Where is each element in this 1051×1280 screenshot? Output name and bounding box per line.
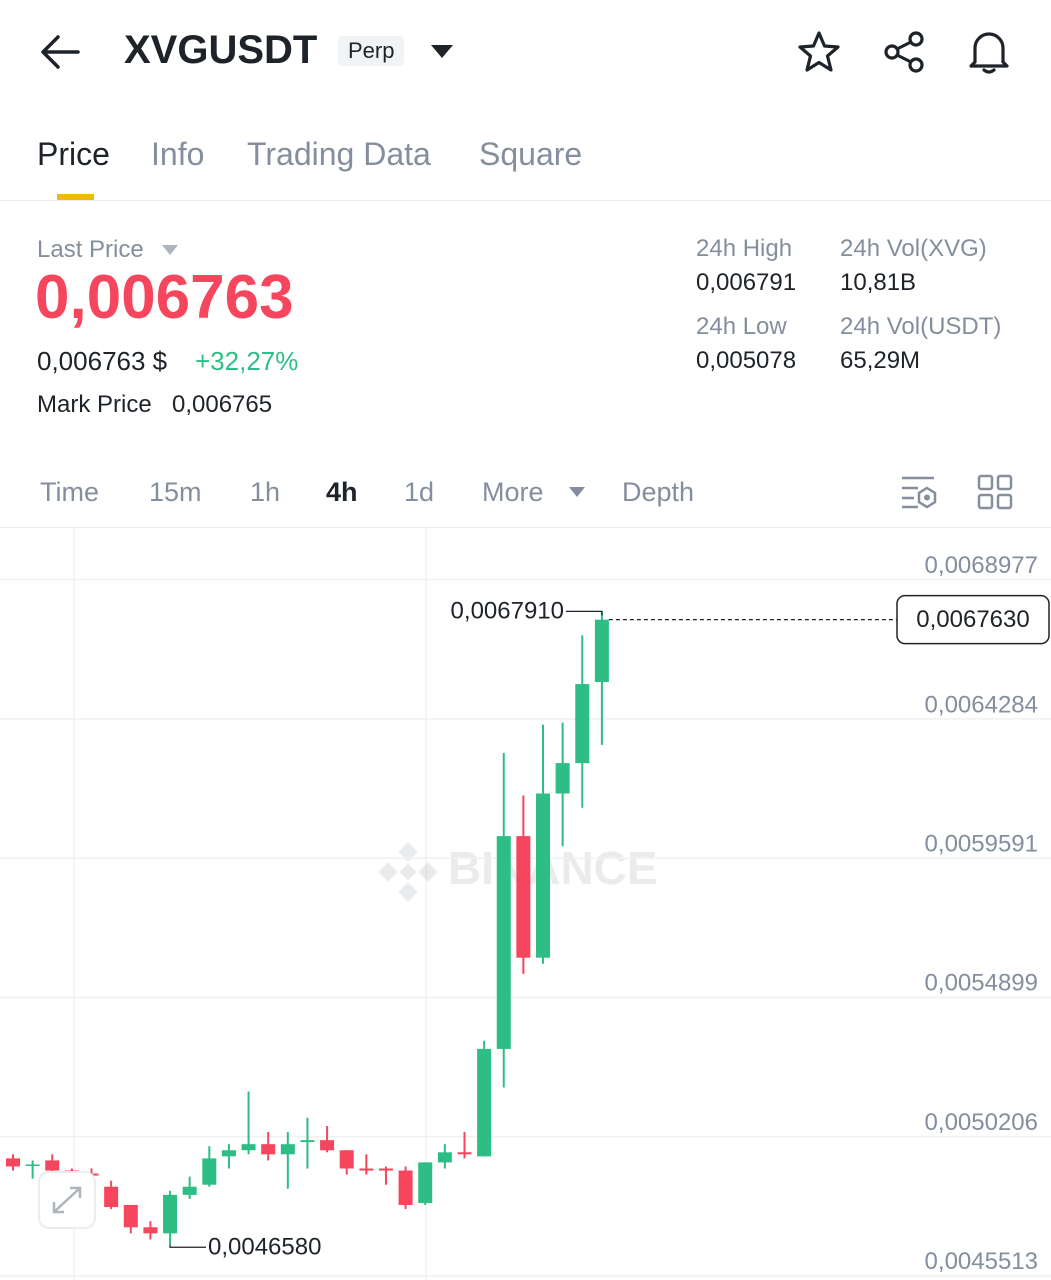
candle-body [123,1204,138,1228]
last-price-tag-label: 0,0067630 [916,606,1029,633]
interval[interactable]: 15m [149,477,202,507]
symbol: XVGUSDT [124,28,318,72]
tab-indicator [57,194,94,200]
candle-body [25,1164,40,1166]
y-tick-label: 0,0068977 [925,552,1038,579]
candle-body [457,1152,472,1155]
high-annotation-line [566,610,603,616]
watermark-text: BINANCE [448,842,658,894]
indicator-settings-icon[interactable] [900,474,938,510]
stat-value: 0,005078 [696,347,797,374]
candle-body [339,1150,354,1169]
stat-value: 65,29M [840,347,921,374]
candle-body [221,1150,236,1157]
stat-label: 24h High [696,235,793,262]
price-dropdown[interactable] [161,244,179,256]
interval-depth[interactable]: Depth [622,477,695,507]
stat-value: 0,006791 [696,269,797,296]
candle-body [320,1140,335,1151]
candle-body [378,1168,393,1171]
contract-badge: Perp [338,36,405,66]
y-tick-label: 0,0050206 [925,1109,1038,1136]
last-price-label: Last Price [37,236,144,263]
y-tick-label: 0,0064284 [925,691,1038,718]
price-change: +32,27% [195,346,299,376]
candle-body [359,1168,374,1171]
symbol-dropdown[interactable] [430,44,454,60]
candle-body [143,1227,158,1234]
y-tick-label: 0,0059591 [925,831,1038,858]
candle-body [104,1186,119,1208]
candle-body [437,1152,452,1163]
back-button[interactable] [40,32,82,72]
candle-body [202,1158,217,1185]
candle-body [594,619,609,683]
y-tick-label: 0,0054899 [925,970,1038,997]
candlestick-chart: BINANCE 0,0068977 0,0064284 0,0059591 0,005… [0,528,1051,1280]
candle-body [516,836,531,958]
alert-icon[interactable] [966,28,1012,74]
candle-body [300,1140,315,1143]
candle-body [536,793,551,958]
stat-label: 24h Vol(USDT) [840,313,1002,340]
interval[interactable]: 1d [404,477,435,507]
usd-price: 0,006763 $ [37,346,168,376]
candle-body [182,1186,197,1195]
interval[interactable]: Time [40,477,99,507]
candle-body [496,836,511,1049]
candle-body [418,1162,433,1203]
stat-value: 10,81B [840,269,917,296]
expand-button[interactable] [38,1171,96,1229]
candle-body [555,763,570,794]
mark-price-label: Mark Price [37,391,152,418]
candle-body [241,1144,256,1151]
interval-selected[interactable]: 4h [326,477,358,507]
tab-info[interactable]: Info [151,136,205,172]
tab-trading-data[interactable]: Trading Data [247,136,431,172]
tab-price[interactable]: Price [37,136,110,172]
candle-body [575,684,590,764]
interval-more[interactable]: More [482,477,544,507]
interval[interactable]: 1h [250,477,281,507]
more-dropdown[interactable] [568,486,586,498]
last-price-tag [896,594,1050,645]
low-annotation-line [169,1244,206,1248]
candle-body [45,1160,60,1171]
low-annotation: 0,0046580 [208,1234,321,1261]
stat-label: 24h Low [696,313,787,340]
tab-square[interactable]: Square [479,136,583,172]
candle-body [261,1144,276,1155]
candle-body [477,1048,492,1157]
candle-body [280,1144,295,1155]
y-tick-label: 0,0045513 [925,1248,1038,1275]
candle-body [398,1170,413,1205]
divider [0,200,1051,201]
high-annotation: 0,0067910 [451,598,564,625]
mark-price: 0,006765 [172,391,273,418]
stat-label: 24h Vol(XVG) [840,235,987,262]
layout-icon[interactable] [977,474,1013,510]
candle-body [6,1158,20,1167]
divider [0,527,1051,528]
favorite-icon[interactable] [796,30,842,74]
candle-body [163,1194,178,1234]
last-price: 0,006763 [35,263,294,332]
share-icon[interactable] [882,30,928,74]
